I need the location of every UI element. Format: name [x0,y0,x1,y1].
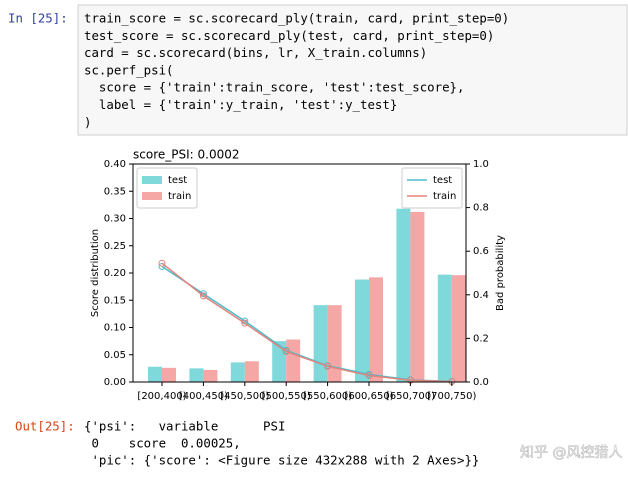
y2-tick-label: 0.0 [473,377,489,388]
x-tick-label: [450,500) [220,391,269,402]
code-cell [77,4,628,136]
y2-axis-label: Bad probability [495,235,506,311]
legend-swatch [142,176,162,184]
bar [203,370,218,382]
output-line: 0 score 0.00025, [84,436,241,451]
line-marker [282,347,290,355]
y2-tick-label: 0.6 [473,246,489,257]
x-tick-label: [500,550) [262,391,311,402]
code-line: sc.perf_psi( [84,62,174,77]
bar [355,279,369,382]
code-line: label = {'train':y_train, 'test':y_test} [84,97,397,112]
bar [437,274,452,382]
legend-label: train [168,191,191,202]
y2-tick-label: 0.2 [473,333,489,344]
code-line: test_score = sc.scorecard_ply(test, card… [84,28,494,43]
legend-box [136,167,198,209]
line-marker [241,319,249,327]
y-tick-label: 0.40 [104,159,126,170]
y2-tick-label: 0.8 [473,203,489,214]
y2-tick-label: 0.4 [473,290,489,301]
x-tick-label: [700,750) [427,391,476,402]
y-tick-label: 0.20 [104,268,126,279]
x-tick-label: [400,450) [179,391,228,402]
y-tick-label: 0.10 [104,323,126,334]
bar [148,366,162,382]
chart-title: score_PSI: 0.0002 [133,148,239,162]
bar [162,367,176,382]
output-line: 'pic': {'score': <Figure size 432x288 wi… [84,453,479,468]
line-marker [158,259,166,267]
x-tick-label: [600,650) [344,391,393,402]
line [161,262,452,383]
code-line: score = {'train':train_score, 'test':tes… [84,80,464,95]
bar [396,208,411,382]
bar [189,368,204,382]
legend-label: test [168,175,187,186]
y2-tick-label: 1.0 [473,159,489,170]
x-tick-label: [550,600) [303,391,352,402]
y-tick-label: 0.05 [104,350,126,361]
bar [313,305,328,382]
line-marker [199,292,207,300]
bar [451,275,466,382]
line-marker [324,362,332,370]
legend-swatch [142,192,162,200]
watermark: 知乎 @风控猎人 [520,444,622,461]
in-prompt: In [25]: [8,11,68,26]
x-tick-label: [200,400) [137,391,186,402]
legend-box [401,167,463,209]
code-line: card = sc.scorecard(bins, lr, X_train.co… [84,45,427,60]
plot-frame [132,163,467,383]
y-tick-label: 0.25 [104,241,126,252]
y-tick-label: 0.15 [104,295,126,306]
y-tick-label: 0.00 [104,377,126,388]
legend-label: train [433,191,456,202]
bar [286,339,301,382]
bar [272,341,287,382]
bar [327,305,342,382]
bar [244,361,259,382]
bar [230,362,245,382]
y-tick-label: 0.30 [104,214,126,225]
y-axis-label: Score distribution [90,229,101,317]
code-line: ) [84,114,91,129]
y-tick-label: 0.35 [104,186,126,197]
legend-label: test [433,175,452,186]
code-line: train_score = sc.scorecard_ply(train, ca… [84,11,509,26]
bar [410,211,425,382]
line-marker [365,371,373,379]
x-tick-label: [650,700) [386,391,435,402]
out-prompt: Out[25]: [15,419,75,434]
bar [369,277,383,382]
output-line: {'psi': variable PSI [84,419,285,434]
